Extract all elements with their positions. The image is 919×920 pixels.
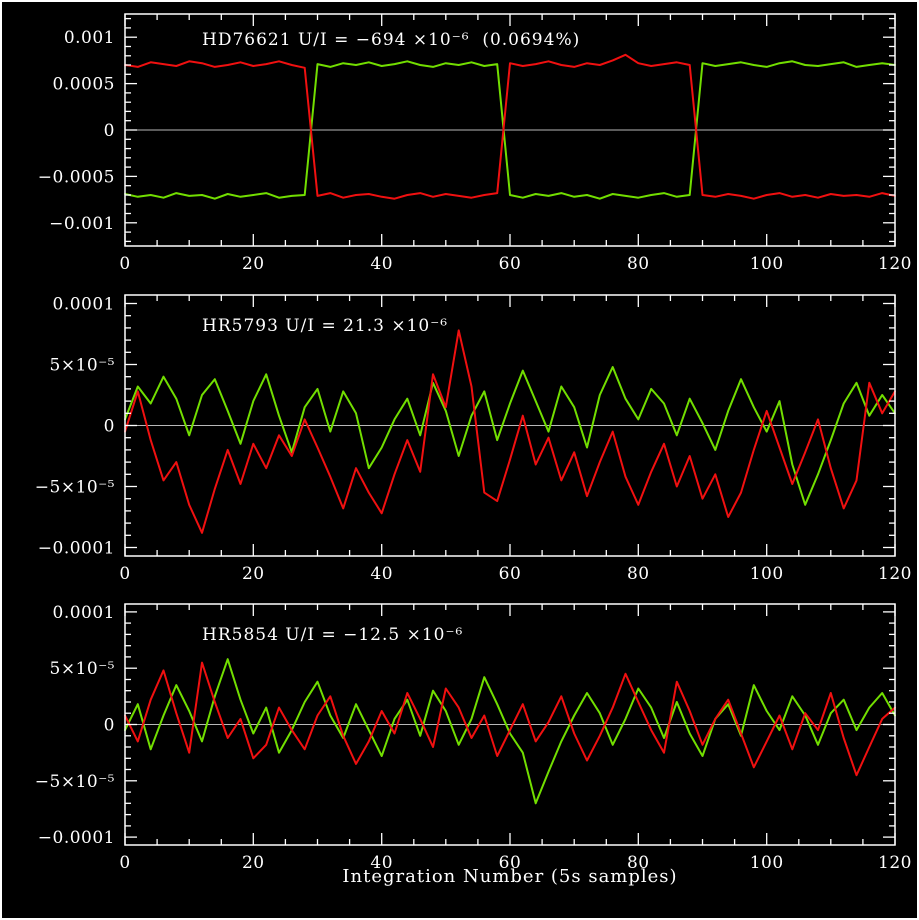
x-tick-label: 0 <box>119 564 130 584</box>
x-tick-label: 40 <box>370 564 393 584</box>
x-tick-label: 120 <box>878 853 912 873</box>
x-tick-label: 60 <box>499 853 522 873</box>
y-tick-label: 5×10⁻⁵ <box>50 659 115 679</box>
y-tick-label: −5×10⁻⁵ <box>35 772 115 792</box>
green-series <box>124 60 896 200</box>
x-tick-label: 40 <box>370 254 393 274</box>
x-tick-label: 20 <box>242 254 265 274</box>
panel-hr5854: 0 20 40 60 80 100 120 0.0001 5×10⁻⁵ 0 −5×10⁻⁵ −0.00… <box>35 603 912 873</box>
panel-hr5793: 0 20 40 60 80 100 120 0.0001 5×10⁻⁵ 0 −5×10⁻⁵ −0.00… <box>35 294 912 584</box>
x-axis-label: Integration Number (5s samples) <box>342 866 678 887</box>
x-tick-label: 100 <box>750 853 784 873</box>
panel-hd76621: 0 20 40 60 80 100 120 0.001 0.0005 0 −0.0005 −0.001 <box>38 13 912 274</box>
y-tick-label: −0.0001 <box>38 828 115 848</box>
panel-title-hd76621: HD76621 U/I = −694 ×10⁻⁶ (0.0694%) <box>202 30 581 50</box>
red-series <box>124 329 896 534</box>
y-tick-label: −0.0001 <box>38 539 115 559</box>
x-tick-label: 0 <box>119 254 130 274</box>
x-tick-label: 0 <box>119 853 130 873</box>
x-tick-label: 80 <box>627 564 650 584</box>
y-tick-label: 5×10⁻⁵ <box>50 356 115 376</box>
y-tick-label: 0 <box>104 417 115 437</box>
y-tick-label: −0.001 <box>49 214 115 234</box>
x-tick-label: 100 <box>750 564 784 584</box>
green-series <box>124 366 896 506</box>
x-tick-label: 80 <box>627 853 650 873</box>
y-tick-label: 0 <box>104 716 115 736</box>
red-series <box>124 661 896 777</box>
x-tick-label: 60 <box>499 254 522 274</box>
red-series <box>124 53 896 200</box>
x-tick-label: 120 <box>878 254 912 274</box>
x-tick-label: 120 <box>878 564 912 584</box>
panel-title-hr5854: HR5854 U/I = −12.5 ×10⁻⁶ <box>202 625 464 645</box>
x-tick-label: 100 <box>750 254 784 274</box>
y-tick-label: 0.001 <box>64 28 115 48</box>
y-tick-label: 0.0001 <box>53 603 115 623</box>
x-tick-label: 40 <box>370 853 393 873</box>
y-tick-label: 0.0005 <box>53 75 115 95</box>
y-tick-label: 0.0001 <box>53 295 115 315</box>
x-tick-label: 80 <box>627 254 650 274</box>
x-tick-label: 60 <box>499 564 522 584</box>
green-series <box>124 658 896 805</box>
panel-title-hr5793: HR5793 U/I = 21.3 ×10⁻⁶ <box>202 316 449 336</box>
y-tick-label: 0 <box>104 121 115 141</box>
x-tick-label: 20 <box>242 564 265 584</box>
y-tick-label: −0.0005 <box>38 167 115 187</box>
x-tick-label: 20 <box>242 853 265 873</box>
y-tick-label: −5×10⁻⁵ <box>35 478 115 498</box>
